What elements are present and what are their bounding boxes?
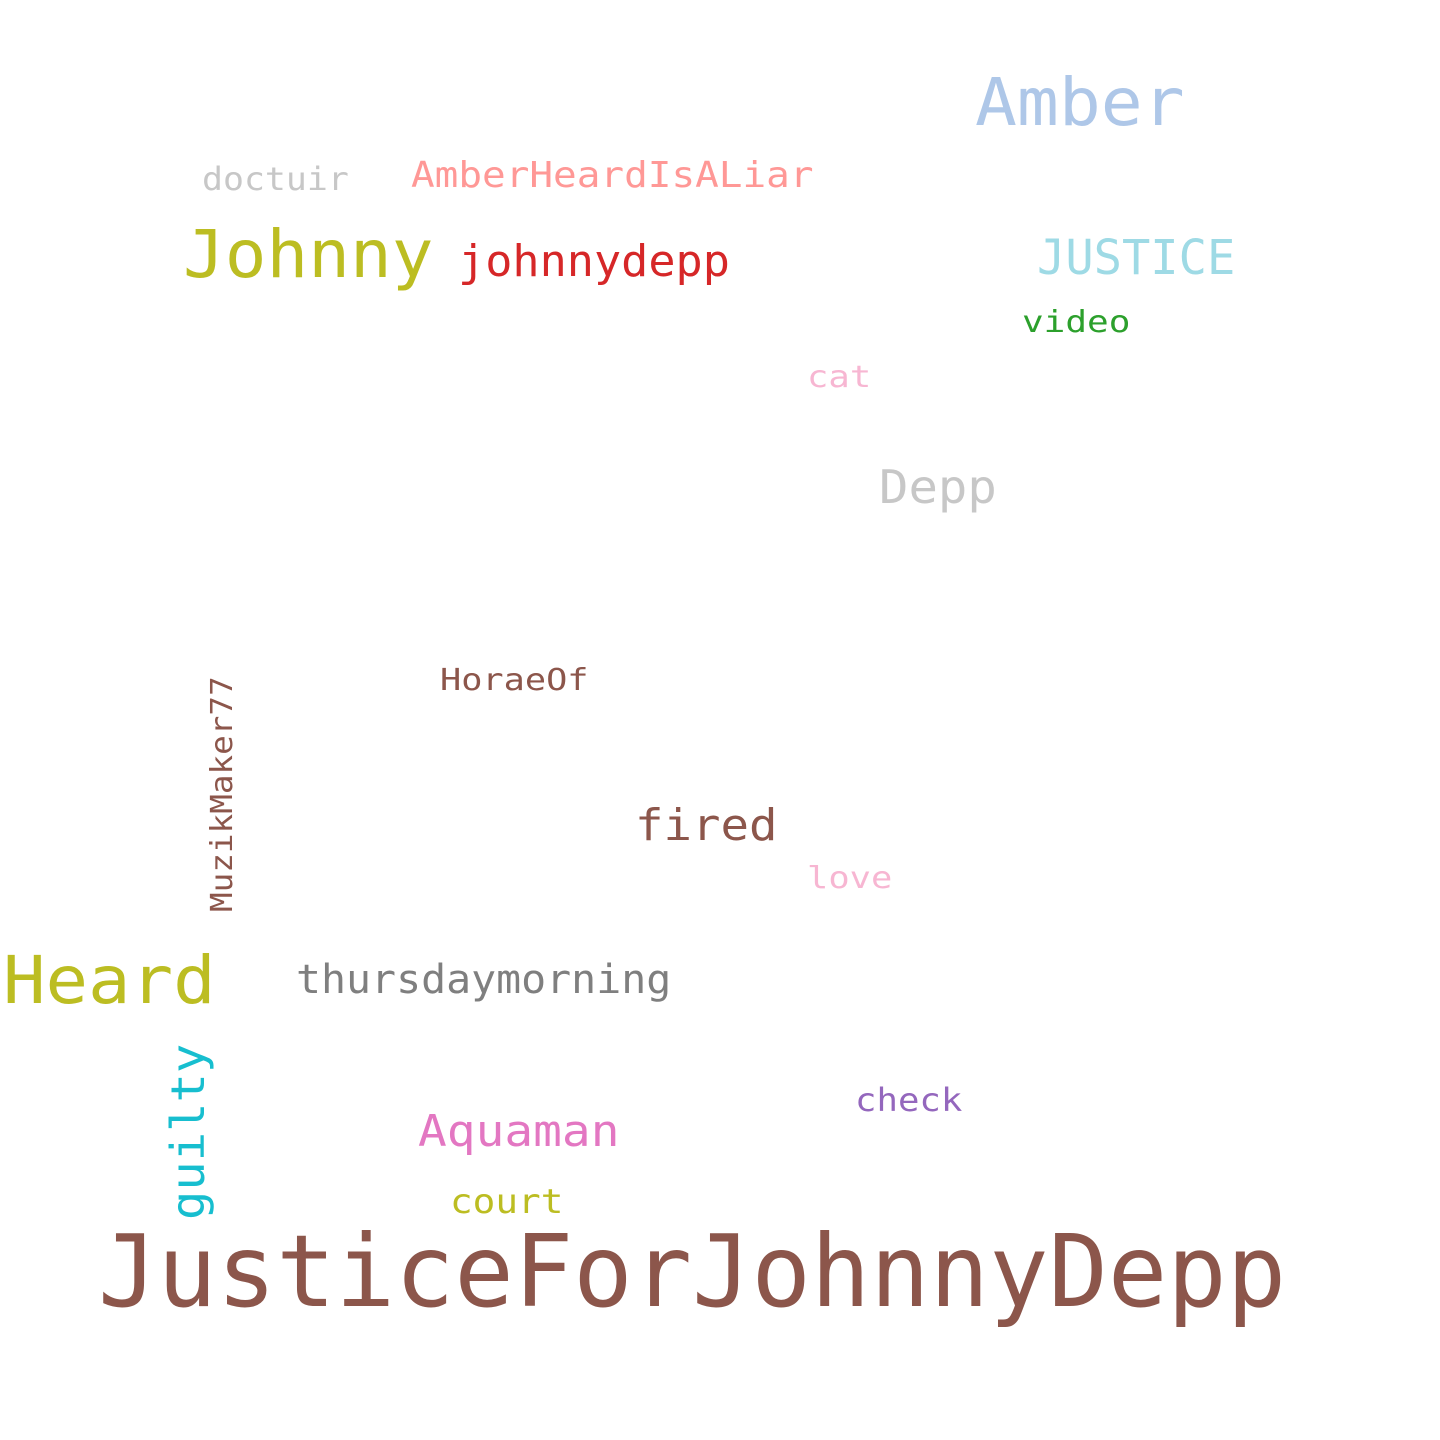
word-check: check <box>855 1081 963 1119</box>
word-johnnydepp: johnnydepp <box>458 236 730 287</box>
word-fired: fired <box>635 800 778 851</box>
word-doctuir: doctuir <box>202 160 349 198</box>
word-guilty: guilty <box>161 1043 215 1220</box>
word-johnny: Johnny <box>183 216 434 293</box>
word-justice: JUSTICE <box>1037 230 1236 286</box>
word-love: love <box>807 861 893 896</box>
word-amber: Amber <box>975 64 1185 141</box>
word-amberheardisaliar: AmberHeardIsALiar <box>411 155 814 196</box>
word-horaeof: HoraeOf <box>440 663 589 698</box>
word-video: video <box>1022 305 1131 340</box>
word-justicefor-johnnydepp: JusticeForJohnnyDepp <box>98 1213 1287 1330</box>
word-court: court <box>450 1182 564 1222</box>
word-thursdaymorning: thursdaymorning <box>296 957 672 1003</box>
word-heard: Heard <box>3 942 216 1019</box>
word-cat: cat <box>807 360 872 395</box>
word-aquaman: Aquaman <box>418 1106 620 1157</box>
word-muzikmaker77: MuzikMaker77 <box>205 676 240 912</box>
word-depp: Depp <box>879 460 997 514</box>
